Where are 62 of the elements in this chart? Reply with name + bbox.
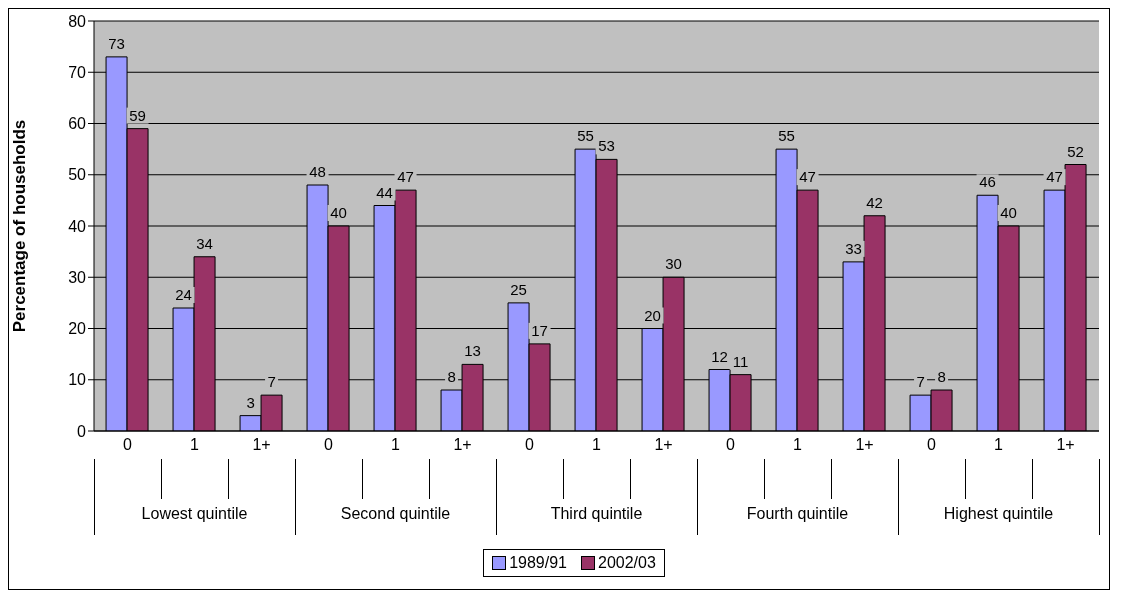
x-tick-label: 0 bbox=[726, 436, 736, 454]
text: Third quintile bbox=[549, 505, 644, 523]
x-tick-label: 0 bbox=[525, 436, 535, 454]
data-label: 47 bbox=[397, 168, 414, 186]
data-label: 48 bbox=[309, 163, 326, 180]
x-tick-label: 1 bbox=[793, 436, 803, 454]
data-label: 47 bbox=[1046, 168, 1063, 186]
data-label: 7 bbox=[916, 373, 925, 391]
text: Lowest quintile bbox=[140, 505, 249, 523]
data-label: 33 bbox=[845, 239, 862, 257]
data-label: 8 bbox=[937, 368, 946, 385]
x-tick-label: 1 bbox=[592, 436, 602, 454]
data-label: 52 bbox=[1067, 142, 1084, 160]
data-label: 3 bbox=[246, 393, 255, 411]
y-tick-label: 50 bbox=[68, 166, 87, 184]
data-label: 25 bbox=[510, 280, 527, 298]
text: Fourth quintile bbox=[745, 505, 850, 523]
y-tick-label: 20 bbox=[68, 320, 87, 338]
y-tick-label: 10 bbox=[68, 371, 87, 389]
legend-label: 1989/91 bbox=[508, 554, 567, 572]
text: Second quintile bbox=[339, 505, 452, 523]
y-axis-title: Percentage of households bbox=[10, 119, 30, 333]
data-label: 53 bbox=[598, 137, 615, 155]
data-label: 55 bbox=[778, 127, 795, 145]
x-tick-label: 0 bbox=[123, 436, 133, 454]
data-label: 46 bbox=[979, 173, 996, 191]
x-tick-label: 1+ bbox=[1056, 436, 1075, 454]
data-label: 24 bbox=[175, 286, 192, 303]
data-label: 40 bbox=[1000, 204, 1017, 221]
data-label: 59 bbox=[129, 106, 146, 124]
y-tick-label: 40 bbox=[68, 217, 87, 235]
data-label: 11 bbox=[732, 352, 749, 370]
data-label: 8 bbox=[447, 368, 456, 385]
x-tick-label: 1+ bbox=[654, 436, 673, 454]
y-tick-label: 60 bbox=[68, 115, 87, 133]
y-tick-label: 80 bbox=[68, 12, 87, 30]
data-label: 30 bbox=[665, 255, 682, 273]
data-label: 7 bbox=[267, 373, 276, 391]
x-tick-label: 1+ bbox=[252, 436, 271, 454]
x-tick-label: 0 bbox=[324, 436, 334, 454]
data-label: 20 bbox=[644, 306, 661, 324]
x-tick-label: 1+ bbox=[453, 436, 472, 454]
x-tick-label: 1 bbox=[994, 436, 1004, 454]
legend-label: 2002/03 bbox=[597, 554, 656, 572]
text: Highest quintile bbox=[942, 505, 1055, 523]
data-label: 13 bbox=[464, 342, 481, 360]
data-label: 44 bbox=[376, 183, 393, 201]
data-label: 12 bbox=[711, 347, 728, 365]
data-label: 55 bbox=[577, 127, 594, 145]
x-tick-label: 0 bbox=[927, 436, 937, 454]
data-label: 73 bbox=[108, 34, 125, 52]
data-label: 40 bbox=[330, 204, 347, 221]
data-label: 17 bbox=[531, 321, 548, 339]
y-tick-label: 0 bbox=[77, 422, 87, 440]
x-tick-label: 1 bbox=[391, 436, 401, 454]
y-tick-label: 30 bbox=[68, 268, 87, 286]
data-label: 47 bbox=[799, 168, 816, 186]
x-tick-label: 1 bbox=[190, 436, 200, 454]
x-tick-label: 1+ bbox=[855, 436, 874, 454]
data-label: 42 bbox=[866, 193, 883, 211]
data-label: 34 bbox=[196, 234, 213, 252]
y-tick-label: 70 bbox=[68, 63, 87, 81]
